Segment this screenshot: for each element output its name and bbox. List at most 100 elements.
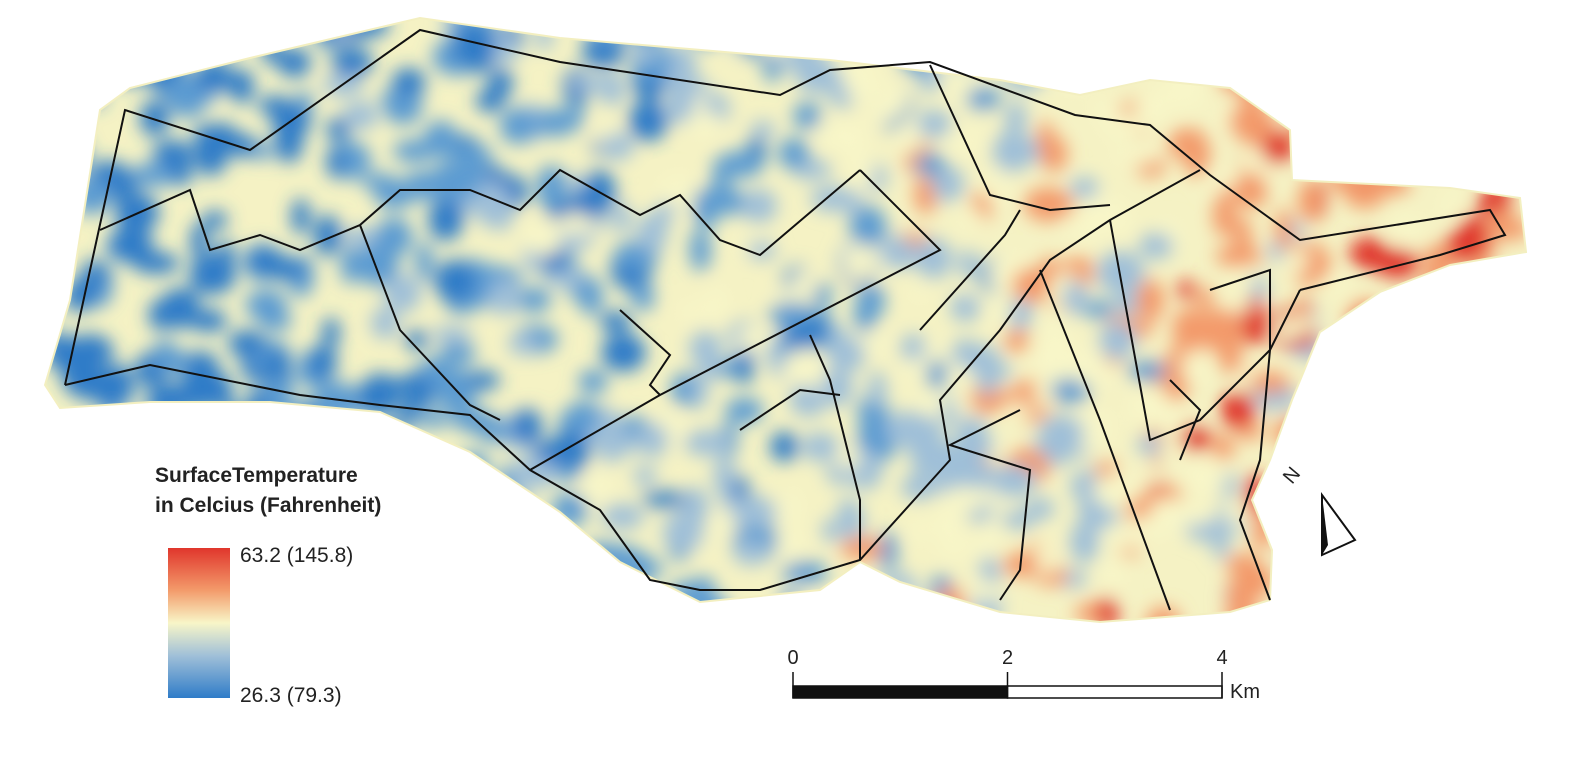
texture	[456, 452, 479, 495]
texture	[915, 238, 953, 279]
texture	[537, 460, 558, 486]
scale-segment	[792, 685, 1009, 699]
texture	[159, 295, 199, 330]
texture	[689, 228, 711, 272]
texture	[1328, 398, 1358, 418]
texture	[391, 67, 426, 96]
texture	[111, 58, 148, 85]
texture	[45, 561, 60, 593]
texture	[1420, 285, 1437, 310]
texture	[1388, 214, 1425, 247]
texture	[1260, 129, 1294, 165]
texture	[194, 60, 233, 94]
texture	[499, 107, 537, 145]
texture	[352, 586, 381, 619]
texture	[1341, 343, 1382, 369]
texture	[1512, 136, 1526, 155]
texture	[775, 528, 805, 566]
texture	[1407, 105, 1436, 127]
texture	[1433, 433, 1470, 451]
texture	[45, 18, 75, 46]
texture	[1336, 23, 1376, 40]
texture	[1134, 89, 1168, 130]
texture	[1101, 525, 1146, 549]
texture	[492, 569, 516, 609]
texture	[1181, 24, 1226, 59]
texture	[640, 18, 687, 32]
texture	[1167, 128, 1209, 160]
texture	[423, 120, 458, 158]
texture	[1460, 18, 1482, 48]
texture	[71, 175, 112, 215]
texture	[1427, 38, 1455, 64]
texture	[434, 259, 476, 302]
texture	[600, 421, 621, 465]
texture	[511, 408, 543, 445]
texture	[1004, 329, 1031, 353]
texture	[1248, 371, 1292, 394]
texture	[821, 519, 841, 543]
texture	[308, 591, 351, 616]
texture	[99, 448, 122, 477]
texture	[1446, 229, 1478, 263]
texture	[1092, 474, 1138, 508]
texture	[166, 37, 188, 73]
texture	[1182, 349, 1208, 384]
texture	[760, 31, 792, 56]
texture	[1395, 126, 1429, 159]
texture	[235, 408, 274, 448]
texture	[85, 89, 105, 107]
texture	[829, 120, 868, 156]
texture	[1026, 498, 1055, 520]
texture	[1357, 606, 1384, 622]
texture	[340, 244, 360, 285]
texture	[342, 601, 379, 622]
texture	[783, 489, 800, 528]
texture	[1177, 279, 1196, 300]
texture	[931, 166, 965, 202]
texture	[383, 274, 422, 313]
texture	[1000, 510, 1036, 530]
texture	[131, 162, 178, 187]
texture	[61, 606, 105, 622]
texture	[580, 470, 612, 508]
texture	[590, 553, 617, 589]
texture	[1306, 416, 1334, 460]
texture	[1466, 261, 1491, 306]
texture	[128, 514, 155, 543]
texture	[1138, 232, 1174, 260]
texture	[420, 570, 468, 614]
texture	[601, 333, 646, 372]
texture	[488, 279, 522, 315]
texture	[277, 47, 311, 78]
texture	[326, 117, 350, 142]
texture	[1519, 375, 1526, 418]
texture	[160, 86, 208, 105]
texture	[189, 27, 212, 55]
texture	[1229, 101, 1277, 143]
texture	[732, 29, 770, 56]
texture	[475, 89, 505, 113]
texture	[1443, 330, 1483, 368]
texture	[1372, 335, 1421, 374]
texture	[304, 18, 351, 29]
texture	[533, 108, 578, 137]
texture	[1375, 27, 1413, 70]
texture	[642, 491, 688, 508]
texture	[508, 332, 538, 356]
texture	[415, 241, 434, 282]
texture	[1179, 422, 1212, 452]
scale-unit: Km	[1230, 681, 1260, 703]
texture	[45, 518, 56, 547]
texture	[966, 86, 1001, 112]
texture	[45, 18, 77, 37]
scale-tick-label: 0	[787, 647, 798, 669]
texture	[460, 515, 497, 537]
texture	[1233, 171, 1268, 209]
texture	[1136, 37, 1158, 58]
texture	[588, 592, 617, 621]
texture	[1347, 315, 1391, 349]
texture	[102, 475, 134, 493]
texture	[826, 607, 871, 622]
texture	[1362, 474, 1386, 504]
